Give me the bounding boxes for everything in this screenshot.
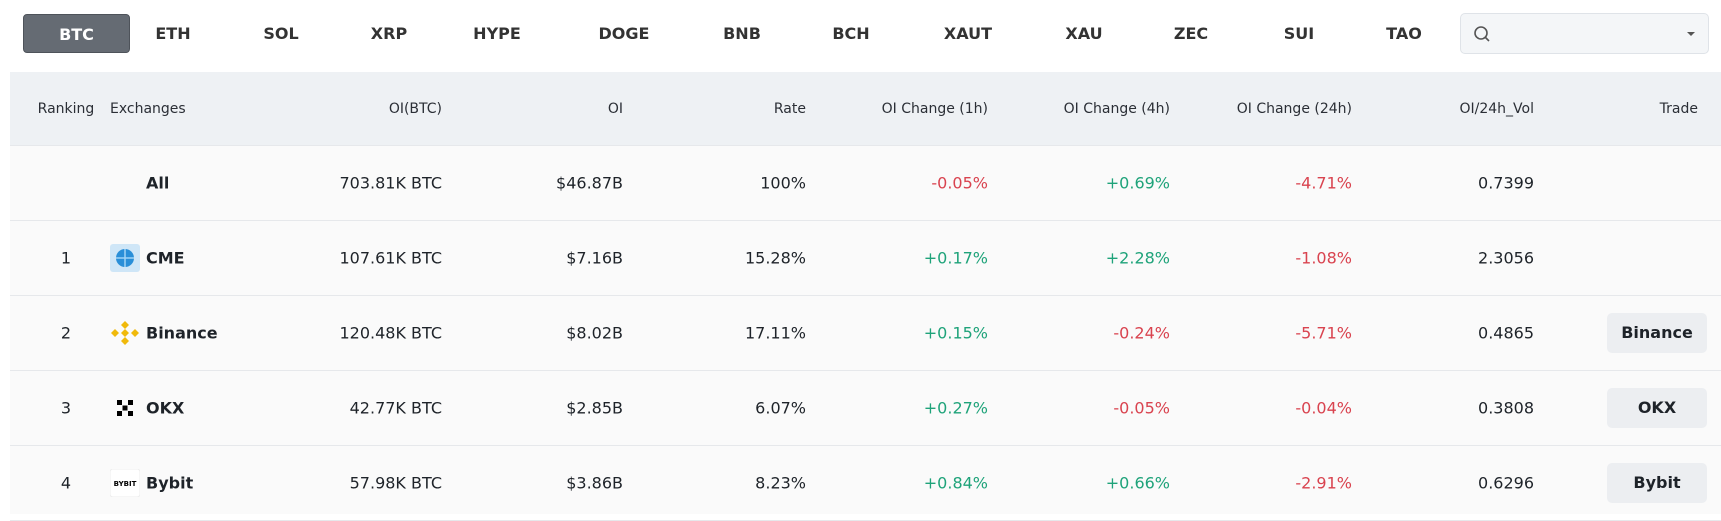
rate: 6.07%	[755, 398, 806, 418]
change-1h: -0.05%	[931, 173, 988, 193]
exchange: All	[146, 173, 170, 193]
oi-vol: 0.3808	[1478, 398, 1534, 418]
change-4h: +0.66%	[1105, 473, 1170, 493]
ranking: 1	[60, 248, 72, 268]
column-header: OI/24h_Vol	[1459, 100, 1535, 117]
tab[interactable]: HYPE	[473, 24, 521, 43]
icon	[111, 321, 139, 345]
exchange-icon	[110, 244, 140, 272]
column-header: OI	[607, 100, 623, 117]
ranking: 4	[60, 473, 72, 493]
exchange-icon: BYBIT	[109, 468, 141, 498]
oi-table: Ranking Exchanges OI(BTC) OI Rate OI Change (…	[10, 72, 1721, 521]
table-row: 4 Bybit BYBIT 57.98K BTC $3.86B 8.23% +0.84% +0…	[10, 446, 1721, 521]
oi-vol: 0.7399	[1478, 173, 1534, 193]
change-4h: -0.05%	[1113, 398, 1170, 418]
trade-button[interactable]: OKX	[1607, 388, 1707, 428]
exchange: OKX	[146, 398, 185, 418]
exchange: CME	[146, 248, 185, 268]
rate: 15.28%	[744, 248, 806, 268]
header-row: Ranking Exchanges OI(BTC) OI Rate OI Change (…	[10, 72, 1721, 146]
change-1h: +0.17%	[923, 248, 988, 268]
icon	[110, 244, 140, 272]
tab[interactable]: SOL	[263, 24, 299, 43]
svg-text:BYBIT: BYBIT	[114, 480, 137, 488]
tab[interactable]: DOGE	[598, 24, 650, 43]
change-1h: +0.27%	[923, 398, 988, 418]
change-4h: +2.28%	[1105, 248, 1170, 268]
column-header: OI(BTC)	[388, 100, 442, 117]
oi: $7.16B	[566, 248, 623, 268]
column-header: Trade	[1659, 100, 1698, 117]
trade-button[interactable]: Bybit	[1607, 463, 1707, 503]
exchange-icon	[110, 319, 140, 347]
table-row: All 703.81K BTC $46.87B 100% -0.05% +0.69% -4.…	[10, 146, 1721, 221]
column-header: OI Change (24h)	[1236, 100, 1352, 117]
oi: $2.85B	[566, 398, 623, 418]
tab[interactable]: ETH	[155, 24, 191, 43]
column-header: OI Change (1h)	[881, 100, 988, 117]
oi-coin: 42.77K BTC	[349, 398, 442, 418]
rate: 8.23%	[755, 473, 806, 493]
change-24h: -0.04%	[1295, 398, 1352, 418]
oi-coin: 57.98K BTC	[349, 473, 442, 493]
tab[interactable]: TAO	[1386, 24, 1422, 43]
change-1h: +0.15%	[923, 323, 988, 343]
search-icons	[1474, 26, 1695, 42]
tab[interactable]: SUI	[1283, 24, 1315, 43]
oi-vol: 0.6296	[1478, 473, 1534, 493]
tab[interactable]: BNB	[723, 24, 761, 43]
oi-coin: 107.61K BTC	[339, 248, 442, 268]
oi-vol: 0.4865	[1478, 323, 1534, 343]
ranking: 3	[60, 398, 72, 418]
trade-button[interactable]: Binance	[1607, 313, 1707, 353]
column-header: Exchanges	[110, 100, 186, 117]
oi-vol: 2.3056	[1478, 248, 1534, 268]
table-row: 3 OKX 42.77K BTC $2.85B 6.07% +0.27% -0.05% -0.…	[10, 371, 1721, 446]
column-header: OI Change (4h)	[1063, 100, 1170, 117]
change-24h: -2.91%	[1295, 473, 1352, 493]
oi: $3.86B	[566, 473, 623, 493]
oi-coin: 703.81K BTC	[339, 173, 442, 193]
tab[interactable]: XRP	[370, 24, 408, 43]
oi: $8.02B	[566, 323, 623, 343]
column-header: Ranking	[37, 100, 95, 117]
icon: BYBIT	[109, 468, 141, 498]
exchange: Bybit	[146, 473, 194, 493]
oi: $46.87B	[556, 173, 623, 193]
exchange-icon	[110, 394, 140, 422]
oi-coin: 120.48K BTC	[339, 323, 442, 343]
change-1h: +0.84%	[923, 473, 988, 493]
change-24h: -4.71%	[1295, 173, 1352, 193]
table-row: 1 CME 107.61K BTC $7.16B 15.28% +0.17% +2.28% -…	[10, 221, 1721, 296]
tab[interactable]: XAU	[1065, 24, 1103, 43]
table-row: 2 Binance 120.48K BTC $8.02B 17.11% +0.15% -0.…	[10, 296, 1721, 371]
exchange: Binance	[146, 323, 218, 343]
rate: 100%	[760, 173, 806, 193]
change-4h: -0.24%	[1113, 323, 1170, 343]
change-24h: -1.08%	[1295, 248, 1352, 268]
change-24h: -5.71%	[1295, 323, 1352, 343]
icon	[117, 400, 133, 416]
tab[interactable]: BCH	[832, 24, 870, 43]
column-header: Rate	[773, 100, 806, 117]
tab[interactable]: ZEC	[1173, 24, 1209, 43]
tab[interactable]: BTC	[23, 14, 130, 53]
search-box[interactable]	[1460, 13, 1709, 54]
change-4h: +0.69%	[1105, 173, 1170, 193]
tab[interactable]: XAUT	[943, 24, 993, 43]
rate: 17.11%	[744, 323, 806, 343]
ranking: 2	[60, 323, 72, 343]
